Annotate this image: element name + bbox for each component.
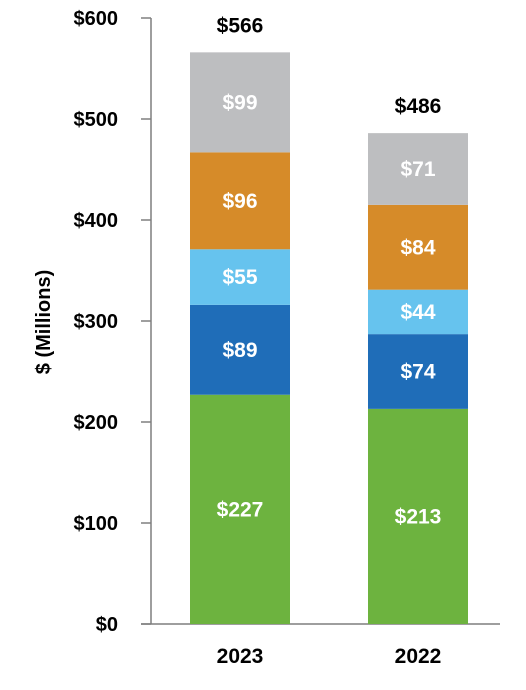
y-tick-label: $0: [96, 614, 118, 636]
x-category-label: 2022: [395, 645, 442, 668]
bar-segment-label: $71: [400, 158, 435, 181]
bar-segment: [190, 52, 290, 153]
bar-segment-label: $96: [222, 190, 257, 213]
bar-total-label: $566: [217, 14, 264, 37]
bar-segment: [368, 408, 468, 624]
bar-segment-label: $74: [400, 361, 435, 384]
bar-segment: [190, 394, 290, 624]
bar-segment-label: $227: [217, 498, 264, 521]
x-category-label: 2023: [217, 645, 264, 668]
bar-segment: [190, 249, 290, 305]
bar-segment-label: $44: [400, 301, 435, 324]
bar-segment-label: $84: [400, 236, 435, 259]
bar-segment: [368, 334, 468, 409]
y-tick-label: $100: [74, 513, 119, 535]
y-tick-label: $400: [74, 210, 119, 232]
bar-segment-label: $89: [222, 339, 257, 362]
bar-segment-label: $55: [222, 266, 257, 289]
bar-segment-label: $99: [222, 91, 257, 114]
bar-segment: [368, 133, 468, 205]
y-tick-label: $300: [74, 311, 119, 333]
bar-segment-label: $213: [395, 505, 442, 528]
bar-segment: [368, 204, 468, 290]
bar-total-label: $486: [395, 95, 442, 118]
y-tick-label: $600: [74, 8, 119, 30]
bar-segment: [190, 304, 290, 395]
y-tick-label: $500: [74, 109, 119, 131]
bar-segment: [190, 152, 290, 250]
y-tick-label: $200: [74, 412, 119, 434]
y-axis-label: $ (Millions): [33, 270, 55, 374]
bar-segment: [368, 289, 468, 335]
